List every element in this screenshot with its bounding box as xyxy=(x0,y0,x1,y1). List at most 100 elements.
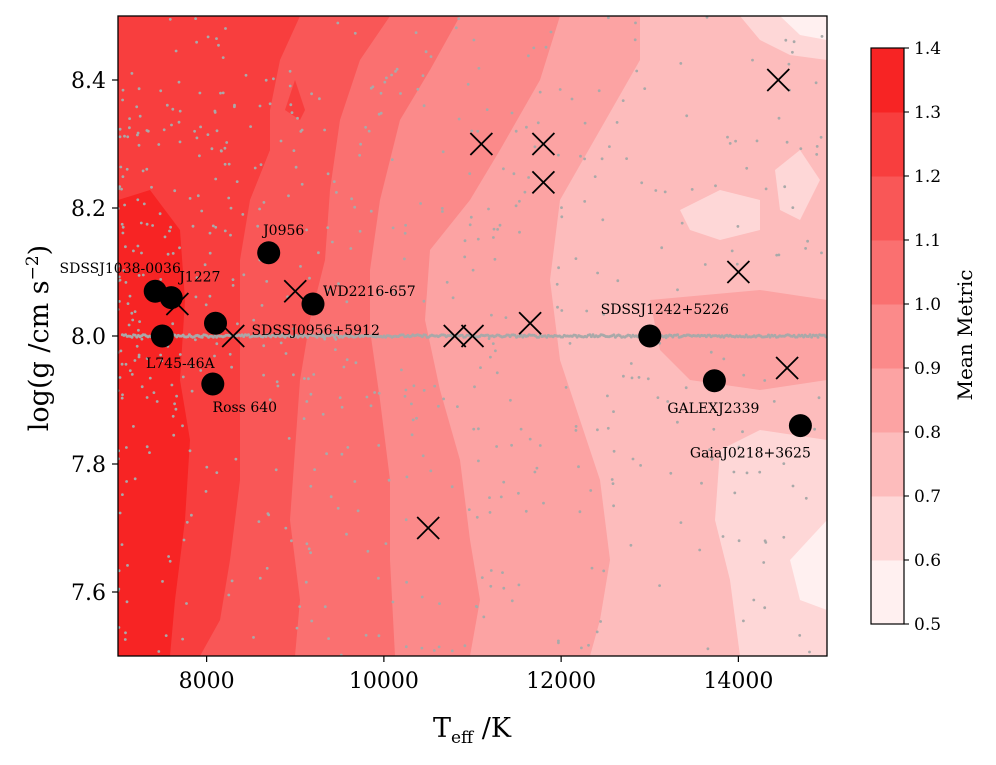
background-point xyxy=(415,416,418,420)
background-point xyxy=(783,185,787,189)
background-point xyxy=(174,49,178,53)
background-point xyxy=(121,393,124,397)
background-point xyxy=(466,82,470,86)
background-point xyxy=(601,218,605,222)
background-point xyxy=(378,293,381,296)
background-point xyxy=(205,465,209,469)
cross-marker xyxy=(531,170,556,195)
background-point xyxy=(777,116,781,120)
background-point xyxy=(612,333,616,337)
background-point xyxy=(517,491,520,495)
background-point xyxy=(160,359,164,363)
background-point xyxy=(471,268,475,272)
background-point xyxy=(658,584,661,587)
star-marker xyxy=(201,372,225,396)
background-point xyxy=(489,584,493,588)
background-point xyxy=(188,449,192,453)
background-point xyxy=(119,165,123,169)
x-axis: 8000 10000 12000 14000 xyxy=(179,656,773,694)
x-axis-title: Teff /K xyxy=(433,713,512,748)
background-point xyxy=(602,569,606,573)
background-point xyxy=(171,107,175,111)
background-point xyxy=(318,97,321,101)
background-point xyxy=(574,257,578,260)
background-point xyxy=(299,265,302,268)
background-point xyxy=(709,350,713,354)
background-point xyxy=(705,16,709,19)
background-point xyxy=(171,252,175,255)
background-point xyxy=(140,337,144,341)
background-point xyxy=(195,136,199,140)
background-point xyxy=(633,38,637,42)
background-point xyxy=(336,21,340,25)
background-point xyxy=(120,222,124,226)
background-point xyxy=(404,518,408,522)
background-point xyxy=(518,230,521,234)
background-point xyxy=(721,535,725,538)
background-point xyxy=(736,225,740,228)
background-point xyxy=(499,495,503,499)
background-point xyxy=(121,493,124,496)
background-point xyxy=(564,386,568,389)
background-point xyxy=(440,207,444,210)
background-point xyxy=(131,318,135,322)
background-point xyxy=(502,586,506,590)
background-point xyxy=(118,127,122,131)
background-point xyxy=(491,342,495,345)
background-point xyxy=(782,535,786,539)
background-point xyxy=(332,180,336,184)
background-point xyxy=(762,561,766,564)
background-point xyxy=(549,30,553,34)
background-point xyxy=(463,255,467,259)
background-point xyxy=(527,176,530,179)
background-point xyxy=(441,210,444,213)
cross-markers xyxy=(165,68,799,540)
cross-marker xyxy=(469,132,493,156)
background-point xyxy=(457,17,461,20)
colorbar-segment xyxy=(871,496,904,561)
background-point xyxy=(145,167,149,171)
background-point xyxy=(137,274,141,277)
background-point xyxy=(492,236,495,239)
background-point xyxy=(479,366,482,369)
background-point xyxy=(814,81,818,85)
background-point xyxy=(194,17,198,20)
background-point xyxy=(634,21,637,25)
star-marker xyxy=(257,241,281,265)
y-axis-title: log(g /cm s−2) xyxy=(23,245,55,431)
background-point xyxy=(377,444,381,447)
background-point xyxy=(345,300,349,304)
background-point xyxy=(666,400,670,403)
background-point xyxy=(510,111,514,115)
background-point xyxy=(211,335,215,339)
background-point xyxy=(763,606,767,610)
background-point xyxy=(488,496,491,499)
background-point xyxy=(292,373,295,377)
background-point xyxy=(817,396,821,400)
background-point xyxy=(126,564,129,567)
background-point xyxy=(556,305,559,309)
background-point xyxy=(570,97,574,101)
background-point xyxy=(266,512,270,515)
background-point xyxy=(698,548,702,552)
background-point xyxy=(235,180,239,184)
background-point xyxy=(287,194,290,198)
background-point xyxy=(560,309,564,312)
background-point xyxy=(170,123,173,127)
background-point xyxy=(640,181,644,185)
background-point xyxy=(304,580,308,584)
background-point xyxy=(345,358,349,362)
background-point xyxy=(517,583,521,587)
background-point xyxy=(125,600,129,604)
background-point xyxy=(612,449,616,453)
background-point xyxy=(456,405,459,408)
star-marker xyxy=(159,286,183,310)
background-point xyxy=(482,615,486,619)
background-point xyxy=(782,462,786,465)
background-point xyxy=(136,244,140,248)
background-point xyxy=(228,352,232,356)
background-point xyxy=(722,357,726,361)
background-point xyxy=(568,342,572,345)
background-point xyxy=(208,251,212,255)
